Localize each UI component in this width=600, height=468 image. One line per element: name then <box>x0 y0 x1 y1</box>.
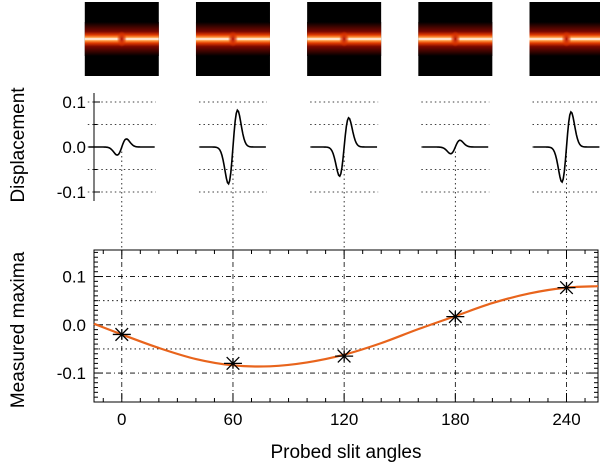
x-tick-label: 180 <box>441 410 469 429</box>
slit-image-gap <box>116 31 127 47</box>
slit-image-gap <box>450 31 461 47</box>
angle-connector-lines <box>121 147 567 402</box>
x-tick-label: 60 <box>224 410 243 429</box>
data-point-240 <box>557 280 576 295</box>
y-tick-label: -0.1 <box>57 364 86 383</box>
measured-maxima-panel: 0 60 120 180 240 0.1 0.0 -0.1 <box>57 249 599 429</box>
slit-image-row <box>84 2 600 76</box>
y-tick-label: 0.1 <box>62 268 86 287</box>
slit-image-240 <box>529 2 600 76</box>
slit-image-gap <box>227 31 238 47</box>
x-tick-label: 240 <box>552 410 580 429</box>
slit-image-gap <box>561 31 572 47</box>
slit-image-180 <box>418 2 493 76</box>
plot-frame <box>93 249 599 403</box>
data-point-180 <box>446 309 465 324</box>
slit-image-120 <box>307 2 382 76</box>
data-point-0 <box>112 327 131 342</box>
slit-image-gap <box>339 31 350 47</box>
data-point-120 <box>335 349 354 363</box>
bottom-y-axis-label: Measured maxima <box>8 251 29 408</box>
slit-image-60 <box>195 2 270 76</box>
data-point-60 <box>223 356 242 371</box>
top-y-tick-label: 0.0 <box>62 138 86 157</box>
top-y-tick-label: -0.1 <box>57 183 86 202</box>
x-axis-label: Probed slit angles <box>270 442 421 463</box>
y-tick-label: 0.0 <box>62 316 86 335</box>
top-y-axis-label: Displacement <box>8 87 29 203</box>
displacement-panel: 0.1 0.0 -0.1 <box>57 93 600 202</box>
slit-image-0 <box>84 2 159 76</box>
x-tick-label: 0 <box>117 410 126 429</box>
top-y-tick-label: 0.1 <box>62 93 86 112</box>
x-tick-label: 120 <box>330 410 358 429</box>
